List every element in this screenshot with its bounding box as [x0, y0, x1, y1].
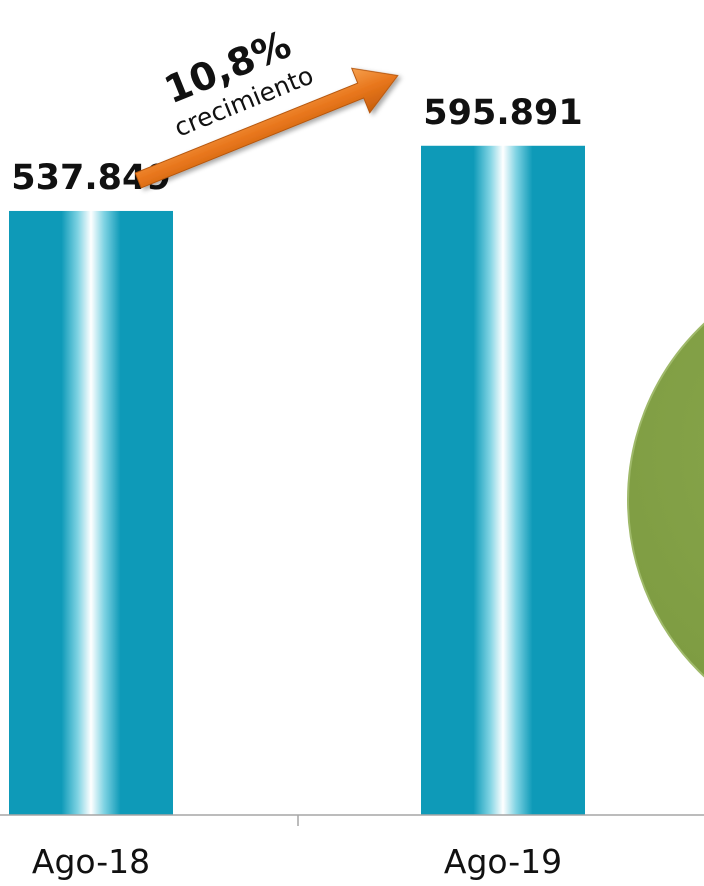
x-tick-label-ago-18: Ago-18 [32, 842, 150, 881]
bar-ago-19 [421, 145, 585, 816]
bar-ago-18 [9, 210, 173, 815]
decorative-green-circle [627, 322, 704, 678]
x-tick-label-ago-19: Ago-19 [444, 842, 562, 881]
growth-annotation: 10,8% crecimiento [134, 22, 399, 189]
data-label-ago-19: 595.891 [423, 93, 582, 133]
bars [9, 145, 585, 816]
x-tick-labels: Ago-18 Ago-19 [32, 842, 562, 881]
arrow-up-right-icon [134, 67, 399, 189]
